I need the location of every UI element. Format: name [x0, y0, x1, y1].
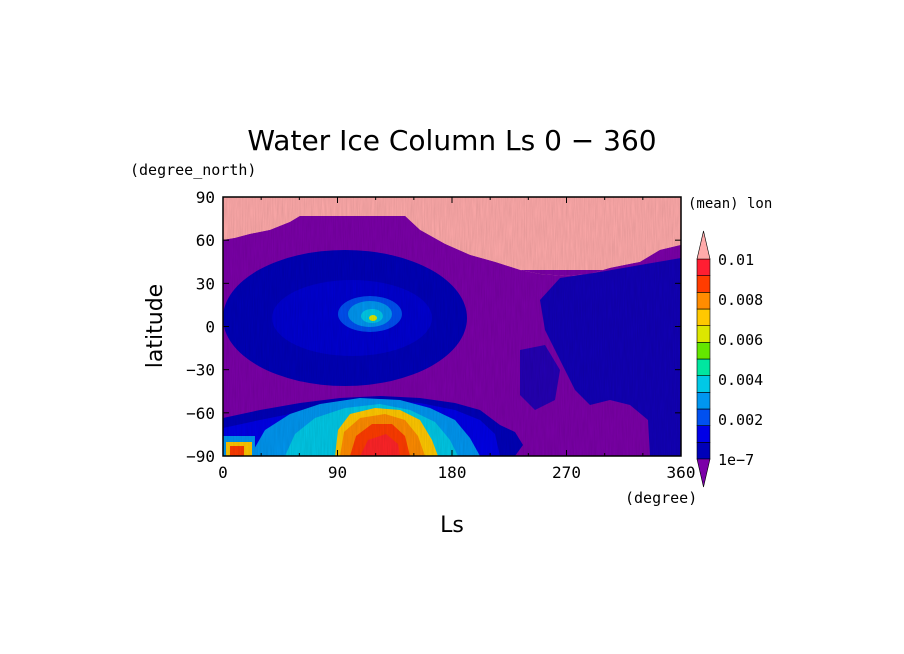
y-tick-label: 0	[205, 318, 215, 337]
colorbar-segment	[696, 425, 711, 443]
colorbar-tick-label: 0.01	[718, 251, 754, 269]
colorbar-segment	[696, 392, 711, 410]
colorbar-segment	[696, 358, 711, 376]
x-tick-label: 0	[218, 463, 228, 482]
colorbar-segment	[696, 408, 711, 426]
y-tick-label: 30	[196, 274, 215, 293]
colorbar-tick-label: 1e−7	[718, 451, 754, 469]
x-units-label: (degree)	[625, 489, 697, 507]
colorbar-tick-label: 0.006	[718, 331, 763, 349]
chart-title: Water Ice Column Ls 0 − 360	[247, 124, 656, 157]
colorbar-label: (mean) lon	[688, 196, 772, 212]
y-axis-ticks: 90 60 30 0 −30 −60 −90	[186, 188, 681, 466]
y-tick-label: 90	[196, 188, 215, 207]
colorbar-tick-label: 0.002	[718, 411, 763, 429]
x-tick-label: 90	[328, 463, 347, 482]
x-axis-label: Ls	[440, 513, 464, 538]
y-tick-label: −90	[186, 447, 215, 466]
y-units-label: (degree_north)	[130, 161, 256, 179]
x-tick-label: 360	[667, 463, 696, 482]
x-axis-ticks: 0 90 180 270 360	[218, 197, 695, 482]
colorbar-segment	[696, 325, 711, 343]
colorbar-segment	[696, 442, 711, 460]
y-tick-label: 60	[196, 231, 215, 250]
y-tick-label: −60	[186, 404, 215, 423]
x-tick-label: 180	[438, 463, 467, 482]
heatmap-field	[223, 197, 681, 456]
x-tick-label: 270	[552, 463, 581, 482]
colorbar-segment	[696, 258, 711, 276]
y-tick-label: −30	[186, 361, 215, 380]
colorbar	[696, 230, 711, 488]
colorbar-tick-label: 0.008	[718, 291, 763, 309]
colorbar-segment	[696, 308, 711, 326]
colorbar-tick-label: 0.004	[718, 371, 763, 389]
colorbar-ticks: 0.01 0.008 0.006 0.004 0.002 1e−7	[718, 251, 763, 469]
y-axis-label: latitude	[143, 284, 168, 368]
colorbar-over-arrow	[696, 230, 711, 260]
colorbar-segment	[696, 342, 711, 360]
colorbar-segment	[696, 292, 711, 310]
streak-texture	[223, 197, 681, 456]
colorbar-under-arrow	[696, 458, 711, 488]
colorbar-segment	[696, 375, 711, 393]
colorbar-segment	[696, 275, 711, 293]
